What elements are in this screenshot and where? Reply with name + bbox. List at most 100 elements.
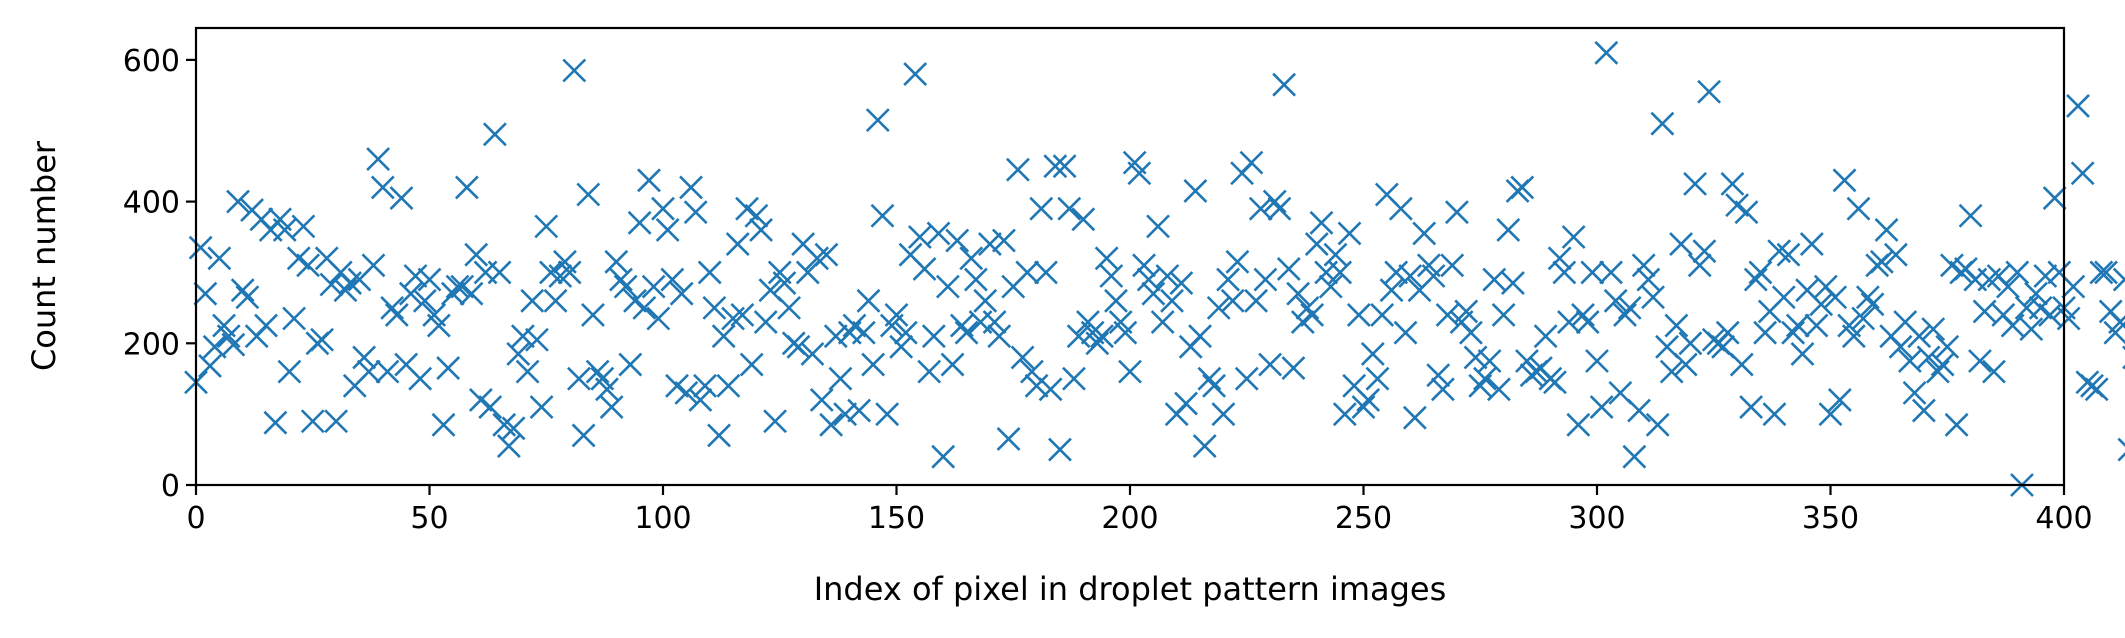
y-tick-label: 0 (161, 469, 180, 504)
data-point (1921, 317, 1946, 342)
data-point (1687, 253, 1712, 278)
data-point (1622, 444, 1647, 469)
data-point (1071, 207, 1096, 232)
x-tick-label: 200 (1101, 501, 1158, 536)
data-point (571, 423, 596, 448)
data-point (2112, 267, 2125, 292)
data-point (431, 412, 456, 437)
data-point (1300, 303, 1325, 327)
data-point (1594, 40, 1619, 65)
data-point (949, 313, 974, 338)
data-point (1715, 320, 1740, 345)
x-axis-ticks: 0 50 100 150 200 250 300 350 400 (186, 485, 2093, 536)
data-point (581, 303, 605, 327)
data-point (221, 332, 246, 357)
data-point (366, 147, 391, 171)
data-point (226, 189, 250, 214)
data-point (1790, 342, 1815, 366)
data-point (235, 285, 260, 310)
data-point (1066, 324, 1091, 349)
data-point (926, 221, 951, 246)
data-point (1972, 299, 1997, 324)
data-point (1332, 402, 1357, 427)
data-point (1533, 324, 1558, 349)
data-point (1543, 370, 1567, 395)
data-point (865, 108, 890, 133)
data-point (977, 232, 1002, 257)
data-point (1202, 373, 1226, 398)
data-point (1482, 267, 1507, 292)
data-point (319, 272, 344, 297)
data-point (1426, 363, 1451, 388)
data-point (1669, 232, 1693, 257)
x-tick-label: 300 (1568, 501, 1625, 536)
data-point (847, 398, 872, 423)
data-point (1977, 267, 2002, 292)
data-point (1463, 345, 1488, 370)
data-point (744, 203, 769, 228)
data-point (1043, 154, 1068, 179)
data-point (1440, 253, 1465, 278)
data-point (1188, 324, 1212, 349)
data-points (184, 40, 2125, 497)
data-point (651, 196, 675, 221)
data-point (786, 334, 811, 359)
data-point (2056, 306, 2081, 331)
data-point (361, 253, 386, 278)
data-point (1304, 232, 1329, 257)
data-point (1617, 295, 1642, 320)
data-point (324, 409, 349, 434)
data-point (2066, 94, 2090, 118)
data-point (1916, 345, 1941, 370)
data-point (1664, 313, 1689, 338)
data-point (1925, 359, 1950, 384)
data-point (1244, 288, 1269, 313)
data-point (861, 352, 886, 377)
data-point (1650, 111, 1675, 136)
data-point (1832, 168, 1857, 193)
data-point (1477, 349, 1502, 373)
data-point (1169, 271, 1194, 295)
data-point (1958, 203, 1983, 228)
data-point (1370, 303, 1395, 327)
data-point (1048, 437, 1072, 462)
data-point (1318, 274, 1343, 299)
data-point (1094, 246, 1119, 271)
data-point (875, 402, 900, 427)
data-point (772, 271, 797, 295)
data-point (1818, 402, 1843, 427)
data-point (1473, 366, 1497, 391)
data-point (1118, 359, 1142, 384)
data-point (1356, 388, 1381, 412)
data-point (912, 256, 937, 281)
data-point (1636, 267, 1661, 292)
data-point (1996, 274, 2020, 299)
data-point (996, 427, 1021, 451)
data-point (707, 423, 731, 448)
data-point (1547, 246, 1572, 271)
data-point (1136, 267, 1161, 292)
y-tick-label: 400 (123, 186, 180, 221)
data-point (1062, 366, 1086, 391)
data-point (2089, 260, 2114, 285)
data-point (1038, 377, 1063, 402)
data-point (683, 200, 708, 225)
data-point (506, 342, 531, 366)
data-point (1804, 313, 1829, 338)
data-point (524, 327, 549, 352)
data-point (1897, 349, 1922, 373)
data-point (1183, 179, 1208, 203)
data-point (777, 295, 802, 320)
data-point (1155, 264, 1180, 288)
data-point (1883, 242, 1908, 267)
x-tick-label: 0 (186, 501, 205, 536)
data-point (725, 232, 750, 257)
data-point (1024, 373, 1049, 398)
data-point (1557, 310, 1581, 334)
y-tick-label: 200 (123, 327, 180, 362)
data-point (520, 288, 545, 313)
data-point (1132, 253, 1156, 278)
data-point (1388, 196, 1413, 221)
data-point (1874, 218, 1899, 242)
x-tick-label: 250 (1335, 501, 1392, 536)
